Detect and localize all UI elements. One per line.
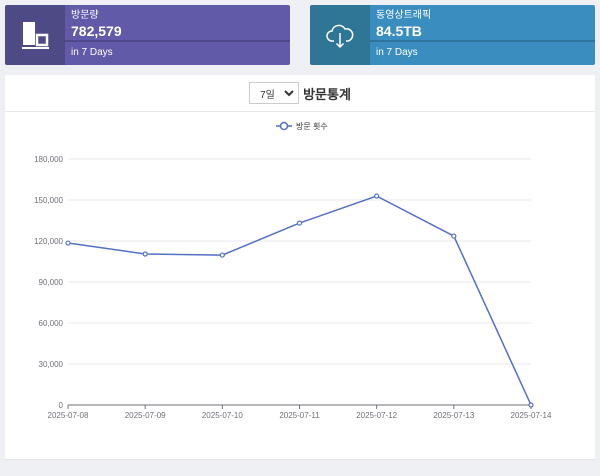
y-tick-label: 120,000	[34, 237, 63, 246]
x-tick-label: 2025-07-13	[433, 411, 474, 420]
y-tick-label: 180,000	[34, 155, 63, 164]
panel-title: 방문통계	[303, 86, 351, 102]
card-value: 84.5TB	[376, 23, 422, 39]
y-tick-label: 90,000	[39, 278, 64, 287]
card-footer: in 7 Days	[376, 47, 418, 58]
data-point[interactable]	[142, 251, 148, 257]
data-point[interactable]	[219, 252, 225, 258]
cloud-download-icon	[310, 5, 370, 65]
card-value: 782,579	[71, 23, 122, 39]
x-tick-label: 2025-07-08	[48, 411, 89, 420]
y-tick-label: 60,000	[39, 319, 64, 328]
data-point[interactable]	[374, 193, 380, 199]
line-chart: 0 30,000 60,000 90,000 120,000 150,000 180,000…	[34, 121, 552, 420]
visit-stats-panel: 7일 방문통계 0 30,000 60,000 90,000 120,000 150,00…	[5, 75, 595, 459]
series-line	[67, 195, 532, 406]
period-select-value: 7일	[260, 89, 275, 101]
card-label: 동영상트래픽	[376, 10, 432, 21]
data-point[interactable]	[296, 220, 303, 226]
data-point[interactable]	[65, 240, 71, 246]
x-tick-label: 2025-07-14	[511, 411, 552, 420]
y-tick-label: 0	[59, 401, 64, 410]
legend-label[interactable]: 방문 횟수	[296, 121, 328, 131]
chart-building-icon	[5, 5, 65, 65]
x-tick-label: 2025-07-11	[279, 411, 320, 420]
card-footer: in 7 Days	[71, 47, 113, 58]
video-traffic-card: 동영상트래픽 84.5TB in 7 Days	[310, 5, 595, 65]
data-point[interactable]	[528, 402, 534, 408]
x-tick-label: 2025-07-12	[356, 411, 397, 420]
data-point[interactable]	[451, 233, 457, 239]
x-tick-label: 2025-07-09	[125, 411, 166, 420]
period-select[interactable]: 7일	[249, 82, 300, 104]
card-label: 방문량	[71, 10, 99, 21]
chevron-down-icon	[284, 90, 294, 97]
x-tick-label: 2025-07-10	[202, 411, 243, 420]
y-tick-label: 30,000	[39, 360, 64, 369]
visits-card: 방문량 782,579 in 7 Days	[5, 5, 290, 65]
y-tick-label: 150,000	[34, 196, 63, 205]
